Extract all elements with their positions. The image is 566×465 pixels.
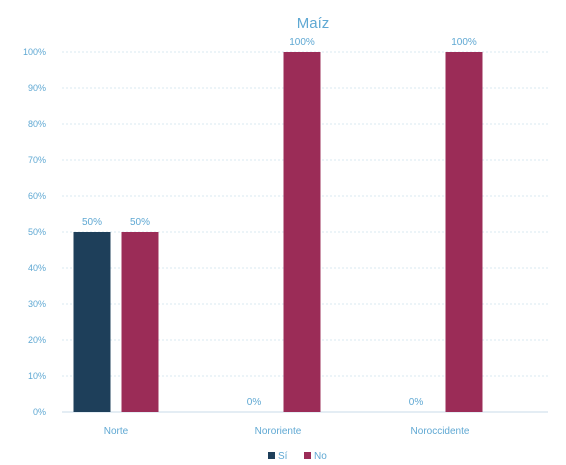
y-tick-label: 10% bbox=[28, 371, 46, 381]
data-label: 0% bbox=[409, 397, 424, 408]
y-tick-label: 30% bbox=[28, 299, 46, 309]
bar bbox=[283, 52, 321, 412]
y-tick-label: 20% bbox=[28, 335, 46, 345]
legend-swatch bbox=[268, 452, 275, 459]
legend-label: Sí bbox=[278, 451, 288, 462]
legend-label: No bbox=[314, 451, 327, 462]
legend-swatch bbox=[304, 452, 311, 459]
bar bbox=[445, 52, 483, 412]
chart-title: Maíz bbox=[297, 15, 330, 32]
y-tick-label: 0% bbox=[33, 407, 46, 417]
y-tick-label: 90% bbox=[28, 83, 46, 93]
y-tick-label: 70% bbox=[28, 155, 46, 165]
data-label: 0% bbox=[247, 397, 262, 408]
y-tick-label: 60% bbox=[28, 191, 46, 201]
bar bbox=[121, 232, 159, 412]
x-category-label: Norte bbox=[104, 426, 129, 437]
data-label: 100% bbox=[451, 37, 477, 48]
data-label: 50% bbox=[82, 217, 102, 228]
data-label: 100% bbox=[289, 37, 315, 48]
y-tick-label: 80% bbox=[28, 119, 46, 129]
y-tick-label: 100% bbox=[23, 47, 46, 57]
x-category-label: Noroccidente bbox=[411, 426, 470, 437]
bar bbox=[73, 232, 111, 412]
x-category-label: Nororiente bbox=[255, 426, 302, 437]
y-tick-label: 50% bbox=[28, 227, 46, 237]
y-tick-label: 40% bbox=[28, 263, 46, 273]
data-label: 50% bbox=[130, 217, 150, 228]
